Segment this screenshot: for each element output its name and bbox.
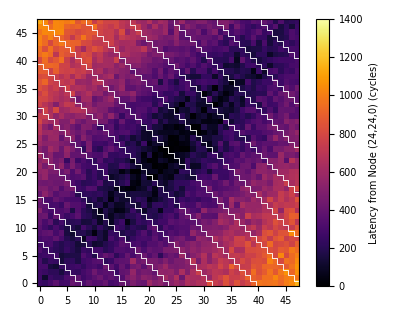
Y-axis label: Latency from Node (24,24,0) (cycles): Latency from Node (24,24,0) (cycles) (369, 62, 379, 244)
